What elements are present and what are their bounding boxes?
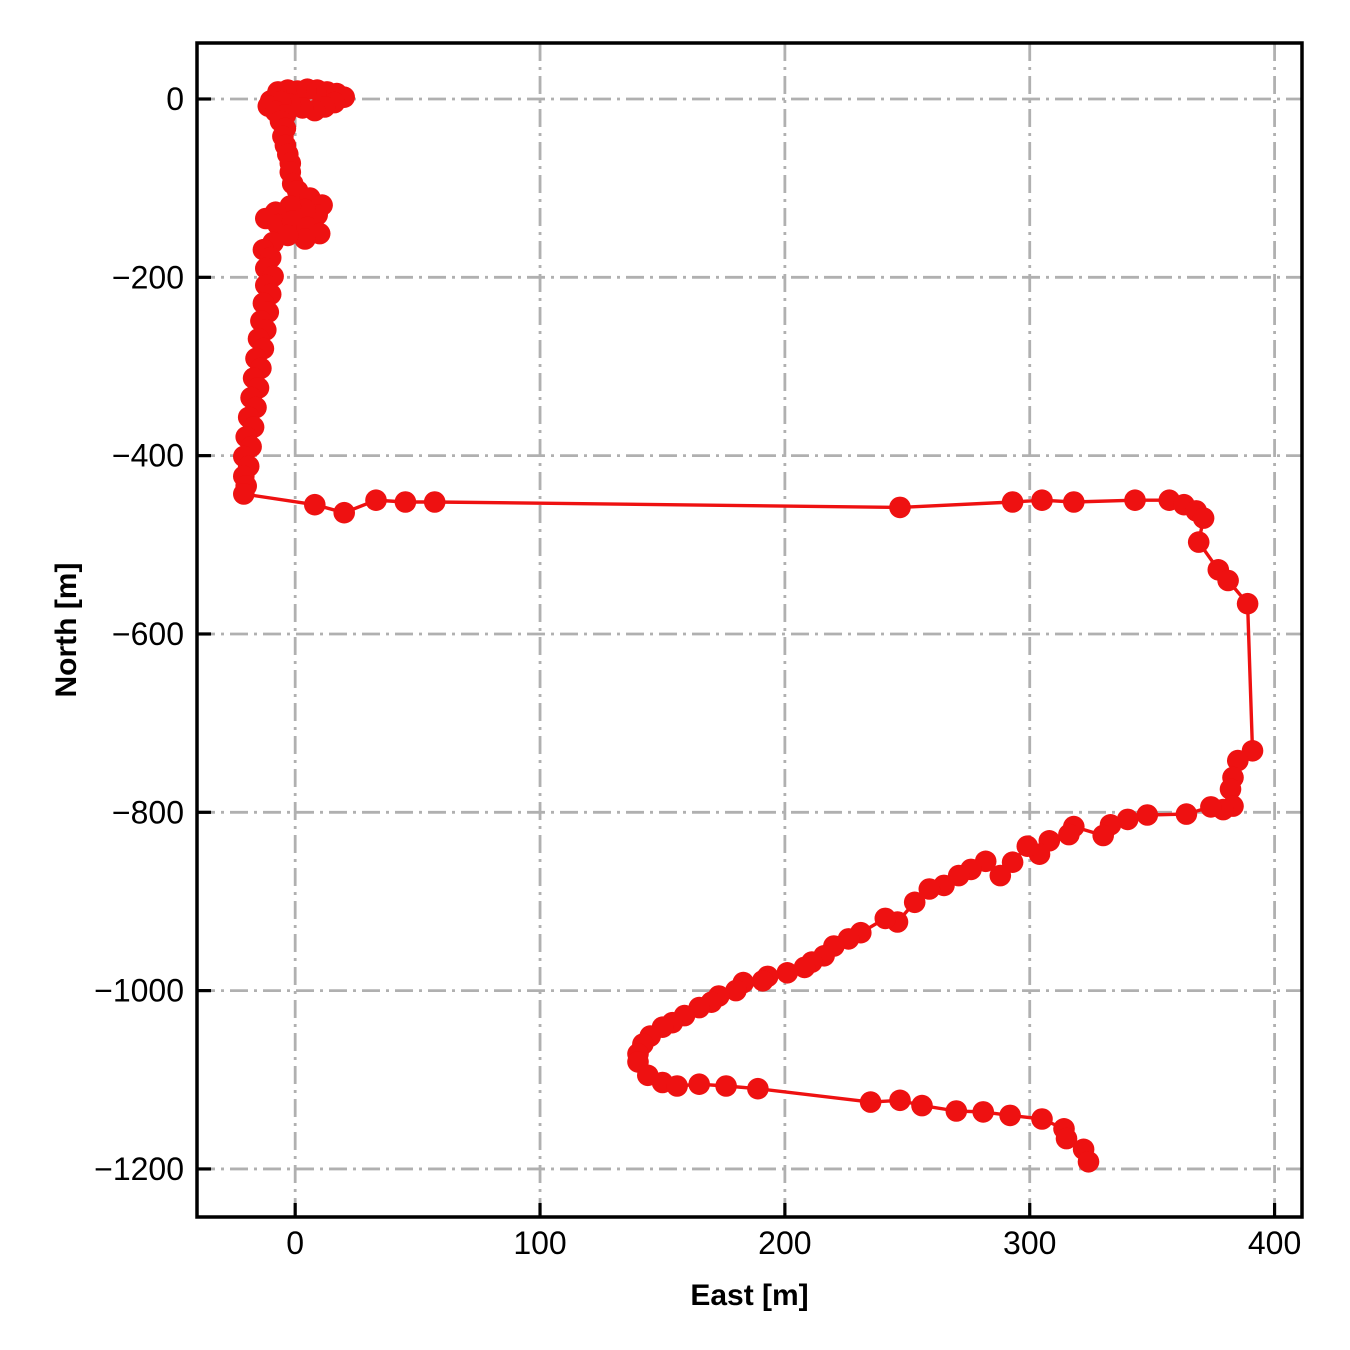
plot-border [195, 41, 1304, 1219]
data-point-marker [423, 491, 446, 513]
data-point-marker [903, 891, 926, 914]
data-point-marker [333, 501, 356, 524]
data-point-marker [294, 228, 316, 250]
data-point-marker [666, 1075, 688, 1097]
x-tick-label: 100 [513, 1225, 566, 1261]
trajectory-markers [233, 78, 1264, 1173]
data-point-marker [972, 1101, 994, 1123]
data-point-marker [365, 489, 387, 512]
y-tick-label: −800 [112, 794, 184, 830]
data-point-marker [1055, 1127, 1078, 1150]
data-point-marker [859, 1091, 882, 1113]
data-point-marker [394, 491, 417, 513]
y-tick-label: −600 [112, 616, 184, 652]
x-tick-label: 0 [286, 1225, 304, 1261]
data-point-marker [1217, 569, 1239, 592]
data-point-marker [1219, 778, 1242, 800]
data-point-marker [793, 956, 816, 979]
data-point-marker [304, 493, 326, 516]
data-point-marker [911, 1094, 933, 1117]
gridlines [197, 43, 1302, 1217]
x-tick-label: 300 [1003, 1225, 1056, 1261]
data-point-marker [874, 907, 897, 930]
data-point-marker [999, 1104, 1021, 1127]
y-tick-label: −1000 [94, 973, 184, 1009]
x-tick-label: 400 [1248, 1225, 1301, 1261]
data-point-marker [1200, 796, 1222, 818]
data-point-marker [752, 970, 774, 992]
data-point-marker [776, 962, 799, 984]
data-point-marker [945, 1100, 968, 1122]
data-point-marker [1136, 804, 1159, 826]
data-point-marker [688, 1073, 710, 1095]
data-point-marker [889, 1089, 911, 1112]
y-tick-label: −400 [112, 438, 184, 474]
x-axis-label: East [m] [690, 1279, 808, 1312]
data-point-marker [889, 496, 911, 519]
data-point-marker [1031, 1108, 1053, 1130]
y-tick-label: −1200 [94, 1151, 184, 1187]
data-point-marker [1236, 592, 1259, 615]
data-point-marker [1016, 835, 1039, 857]
data-point-marker [1192, 507, 1215, 529]
y-tick-label: −200 [112, 259, 184, 295]
tick-labels: 0 100 200 300 400 0 −200 −400 −600 −800 −1000 −1200 [94, 81, 1301, 1261]
data-point-marker [1063, 491, 1085, 513]
data-point-marker [1077, 1151, 1100, 1173]
data-point-marker [1001, 491, 1024, 513]
data-point-marker [1175, 803, 1198, 825]
y-tick-label: 0 [166, 81, 184, 117]
axis-ticks [197, 97, 1277, 1217]
data-point-marker [233, 483, 255, 505]
data-point-marker [1116, 808, 1139, 831]
data-point-marker [1031, 489, 1053, 512]
data-point-marker [747, 1077, 769, 1100]
data-point-marker [1124, 489, 1146, 512]
data-point-marker [918, 878, 941, 900]
data-point-marker [1187, 531, 1210, 553]
data-point-marker [1227, 749, 1249, 772]
series-trajectory [233, 78, 1264, 1173]
data-point-marker [1092, 824, 1114, 847]
x-tick-label: 200 [758, 1225, 811, 1261]
data-point-marker [715, 1075, 737, 1097]
y-axis-label: North [m] [50, 563, 83, 698]
data-point-marker [1058, 823, 1080, 846]
data-point-marker [725, 979, 747, 1002]
data-point-marker [989, 864, 1012, 887]
